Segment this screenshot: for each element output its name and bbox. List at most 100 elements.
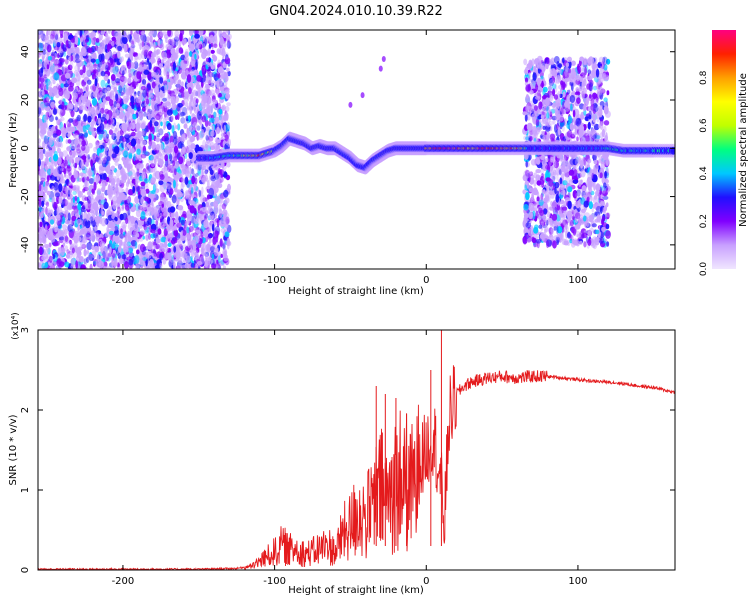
noise-blob (163, 211, 168, 216)
noise-blob (159, 153, 164, 162)
noise-blob (213, 212, 217, 217)
noise-blob (110, 219, 117, 227)
noise-blob (213, 43, 218, 49)
noise-blob (117, 163, 122, 170)
noise-blob (219, 209, 223, 218)
noise-blob (128, 68, 131, 74)
noise-blob (178, 111, 185, 117)
noise-blob (100, 107, 105, 114)
noise-blob (210, 141, 214, 149)
noise-blob (183, 123, 188, 129)
noise-blob (97, 46, 102, 55)
noise-blob (65, 139, 69, 144)
noise-blob (78, 190, 81, 198)
noise-blob (161, 142, 165, 151)
noise-blob (40, 33, 44, 40)
noise-blob (111, 130, 118, 137)
noise-blob (175, 148, 179, 158)
noise-blob (211, 243, 215, 252)
noise-blob (123, 30, 127, 38)
noise-blob (192, 89, 199, 97)
noise-blob (224, 89, 230, 95)
noise-blob (120, 37, 124, 44)
noise-blob (173, 246, 177, 253)
noise-blob (76, 146, 83, 152)
noise-blob (135, 110, 139, 119)
noise-blob (57, 215, 61, 221)
noise-blob (84, 234, 91, 240)
noise-blob (43, 244, 49, 248)
noise-blob (167, 207, 172, 213)
noise-blob (134, 34, 140, 43)
noise-blob (113, 146, 120, 154)
noise-blob (81, 46, 86, 54)
noise-blob (86, 214, 89, 222)
noise-blob (193, 201, 200, 206)
noise-blob (68, 85, 74, 92)
noise-blob (47, 30, 51, 36)
noise-blob (122, 224, 127, 234)
noise-blob (182, 252, 188, 259)
noise-blob (188, 152, 193, 160)
noise-blob (129, 169, 136, 177)
noise-blob (47, 126, 53, 131)
noise-blob (144, 196, 150, 202)
noise-blob (189, 213, 193, 222)
noise-blob (199, 120, 203, 126)
noise-blob (162, 117, 167, 126)
noise-blob (69, 240, 73, 249)
noise-blob (50, 109, 54, 115)
noise-blob (128, 73, 132, 78)
noise-blob (111, 153, 117, 159)
noise-blob (63, 90, 69, 99)
noise-blob (100, 70, 106, 77)
noise-blob (48, 114, 54, 123)
noise-blob (221, 106, 225, 111)
noise-blob (186, 226, 190, 234)
noise-blob (87, 90, 93, 98)
noise-blob (71, 77, 78, 84)
noise-blob (138, 224, 142, 229)
noise-blob (170, 115, 174, 122)
noise-blob (184, 110, 189, 119)
noise-blob (217, 73, 221, 79)
noise-blob (135, 209, 141, 218)
noise-blob (208, 187, 215, 197)
noise-blob (111, 226, 115, 231)
noise-blob (217, 102, 221, 111)
noise-blob (64, 261, 70, 268)
noise-blob (57, 157, 62, 165)
noise-blob (523, 58, 528, 66)
noise-blob (119, 75, 126, 82)
noise-blob (70, 55, 74, 62)
noise-blob (107, 30, 111, 34)
noise-blob (62, 150, 68, 158)
noise-blob (72, 46, 79, 54)
noise-blob (207, 47, 211, 56)
noise-blob (82, 85, 86, 93)
noise-blob (127, 31, 131, 41)
noise-blob (44, 34, 48, 41)
noise-blob (66, 146, 72, 152)
noise-blob (149, 258, 154, 268)
noise-blob (65, 220, 71, 225)
noise-blob (104, 55, 110, 60)
noise-blob (57, 206, 63, 214)
noise-blob (94, 78, 98, 87)
noise-blob (139, 229, 146, 235)
noise-blob (164, 68, 170, 76)
noise-blob (155, 96, 160, 103)
noise-blob (196, 261, 203, 266)
noise-blob (69, 184, 74, 189)
noise-blob (47, 247, 51, 255)
noise-blob (160, 193, 164, 201)
noise-blob (157, 39, 161, 47)
noise-blob (219, 238, 223, 248)
noise-blob (55, 116, 58, 121)
noise-blob (224, 197, 230, 204)
noise-blob (126, 241, 131, 247)
noise-blob (53, 153, 59, 162)
noise-blob (535, 169, 541, 174)
noise-blob (86, 249, 89, 255)
